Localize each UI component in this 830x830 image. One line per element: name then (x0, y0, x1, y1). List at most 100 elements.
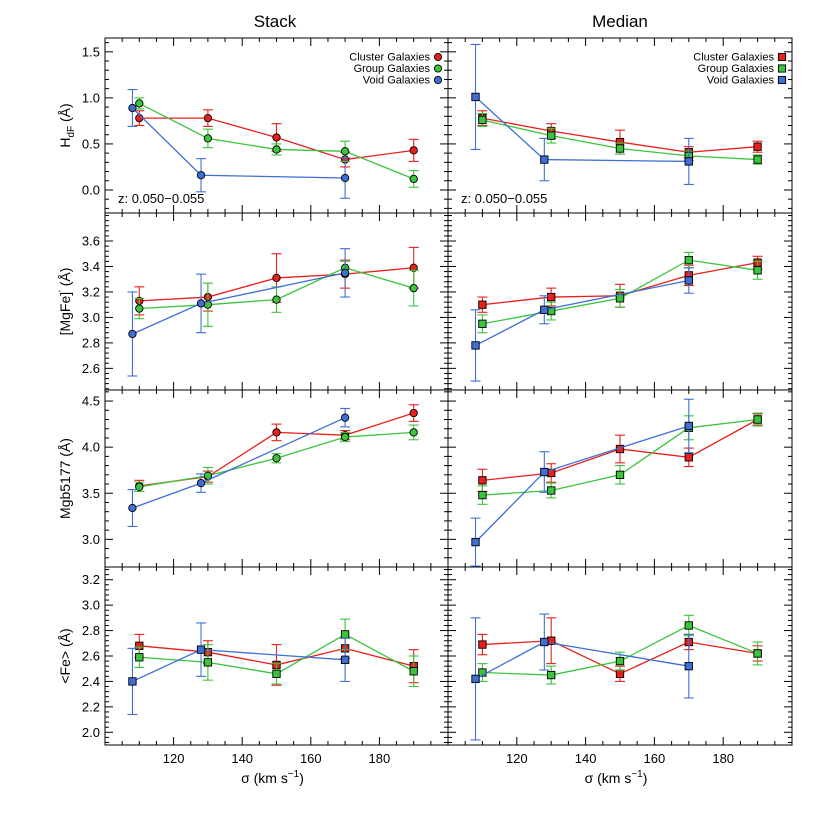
y-tick-label: 3.5 (82, 486, 100, 501)
y-axis-label-text: H (57, 138, 73, 148)
data-point-group (409, 428, 418, 437)
data-point-void (471, 92, 480, 102)
data-point-cluster (272, 428, 281, 437)
data-point-group (753, 415, 762, 424)
data-point-group (135, 99, 144, 108)
data-point-group (135, 482, 144, 491)
y-axis-label-text: <Fe> (57, 651, 73, 684)
panel-MgFe-median (447, 212, 793, 391)
redshift-label: z: 0.050−0.055 (461, 191, 547, 206)
data-point-group (615, 144, 625, 153)
y-tick-label: 1.0 (82, 90, 100, 105)
data-point-void (340, 173, 350, 183)
panel-MgFe-stack: 2.6 2.8 3.0 3.2 3.4 3.6 [MgFe]' (Å) (57, 212, 449, 391)
x-tick-label: 160 (644, 751, 666, 766)
legend-label: Cluster Galaxies (349, 52, 430, 64)
panel-frame (104, 389, 449, 568)
y-tick-label: 3.0 (82, 598, 100, 613)
data-point-group (615, 470, 625, 479)
data-point-group (272, 145, 281, 154)
x-axis-label: σ (km s−1) (241, 769, 304, 786)
legend-label: Void Galaxies (707, 75, 775, 87)
y-tick-label: 3.0 (82, 532, 100, 547)
y-axis-label: <Fe> (Å) (57, 628, 73, 683)
data-point-group (753, 266, 762, 275)
data-point-cluster (272, 133, 281, 142)
data-point-group (547, 486, 556, 495)
data-point-group (547, 131, 556, 140)
y-axis-label-unit: (Å) (57, 628, 73, 651)
panel-grid: 0.0 0.5 1.0 1.5 HdF (Å) z: 0.050−0.055 Cluster… (57, 37, 793, 786)
x-tick-label: 140 (575, 751, 597, 766)
data-point-void (684, 276, 693, 285)
y-axis-label: HdF (Å) (57, 103, 77, 147)
data-point-group (272, 295, 281, 304)
data-point-group (615, 294, 625, 303)
data-point-void (540, 637, 549, 647)
panel-HdF-stack: 0.0 0.5 1.0 1.5 HdF (Å) z: 0.050−0.055 Cluster… (57, 37, 449, 214)
y-axis-label: [MgFe]' (Å) (57, 268, 73, 336)
x-tick-label: 120 (163, 751, 185, 766)
y-tick-label: 2.6 (82, 361, 100, 376)
data-point-group (272, 454, 281, 463)
legend-label: Cluster Galaxies (693, 52, 774, 64)
y-tick-label: 2.8 (82, 335, 100, 350)
data-point-group (615, 656, 625, 666)
panel-Fe-stack: 2.0 2.2 2.4 2.6 2.8 3.0 3.2 <Fe> (Å) 120 140 160 18… (57, 566, 449, 786)
data-point-group (409, 283, 418, 293)
data-point-group (340, 630, 350, 639)
data-point-group (340, 432, 350, 442)
legend-marker (433, 64, 443, 73)
data-point-group (135, 653, 144, 662)
series-line-void (132, 417, 346, 509)
data-point-group (753, 649, 762, 658)
series-line-void (132, 648, 346, 683)
data-point-void (340, 655, 350, 664)
y-tick-label: 3.4 (82, 259, 100, 274)
data-point-group (409, 174, 418, 184)
data-point-group (409, 667, 418, 676)
data-point-group (478, 319, 487, 328)
y-axis-label-unit: (Å) (57, 268, 73, 291)
y-tick-label: 2.0 (82, 725, 100, 740)
data-point-void (540, 155, 549, 164)
data-point-cluster (547, 292, 556, 302)
data-point-void (471, 537, 480, 547)
data-point-void (196, 171, 206, 180)
y-tick-label: 2.2 (82, 699, 100, 714)
data-point-group (272, 669, 281, 678)
legend-label: Group Galaxies (698, 63, 775, 75)
data-point-void (684, 662, 693, 671)
legend-marker (433, 52, 443, 62)
panel-Mgb-stack: 3.0 3.5 4.0 4.5 Mgb5177 (Å) (57, 389, 449, 568)
y-axis-label-sup: ' (57, 290, 67, 292)
data-point-cluster (478, 300, 487, 309)
data-point-void (684, 421, 693, 431)
redshift-label: z: 0.050−0.055 (118, 191, 204, 206)
y-tick-label: 3.2 (82, 572, 100, 587)
data-point-void (540, 305, 549, 314)
data-point-group (478, 490, 487, 500)
y-tick-label: 2.6 (82, 649, 100, 664)
y-tick-label: 3.6 (82, 234, 100, 249)
data-point-void (128, 103, 137, 113)
data-point-void (340, 413, 350, 422)
y-tick-label: 0.5 (82, 136, 100, 151)
y-tick-label: 4.5 (82, 394, 100, 409)
data-point-void (128, 677, 137, 686)
y-tick-label: 2.8 (82, 623, 100, 638)
data-point-group (478, 115, 487, 125)
data-point-void (471, 341, 480, 350)
x-tick-label: 180 (712, 751, 734, 766)
data-point-cluster (478, 476, 487, 485)
x-axis-label: σ (km s−1) (585, 769, 648, 786)
x-axis-label-sup: −1 (288, 769, 300, 780)
x-axis-label-text: σ (km s (585, 770, 632, 786)
legend-marker (777, 64, 787, 73)
column-title-stack: Stack (254, 12, 297, 31)
data-point-void (196, 645, 206, 654)
x-tick-label: 120 (506, 751, 528, 766)
data-point-cluster (409, 408, 418, 418)
data-point-void (196, 478, 206, 488)
